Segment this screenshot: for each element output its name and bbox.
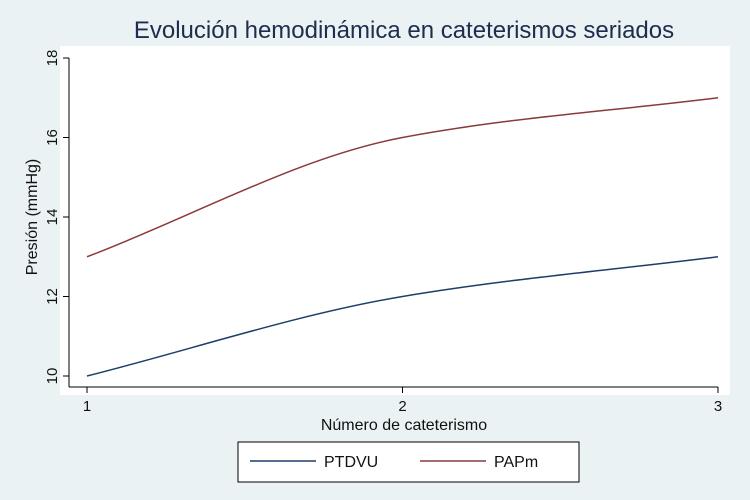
x-tick-label: 1: [83, 398, 91, 415]
y-axis-label: Presión (mmHg): [24, 159, 41, 275]
y-tick-label: 14: [44, 209, 61, 226]
y-ticks: 10 12 14 16 18: [44, 50, 69, 385]
x-tick-label: 3: [714, 398, 722, 415]
chart-title: Evolución hemodinámica en cateterismos s…: [134, 17, 674, 44]
x-tick-label: 2: [398, 398, 406, 415]
y-tick-label: 12: [44, 288, 61, 305]
y-tick-label: 10: [44, 368, 61, 385]
series-line-ptdvu: [86, 256, 719, 377]
y-tick-label: 18: [44, 50, 61, 67]
y-tick-label: 16: [44, 129, 61, 146]
x-ticks: 1 2 3: [83, 387, 722, 415]
series-line-papm: [86, 97, 719, 258]
legend-label-ptdvu: PTDVU: [324, 454, 378, 471]
series-lines: [86, 97, 719, 377]
x-axis-label: Número de cateterismo: [321, 417, 487, 434]
legend: [237, 441, 580, 483]
plot-area: [60, 46, 730, 395]
legend-label-papm: PAPm: [494, 454, 538, 471]
